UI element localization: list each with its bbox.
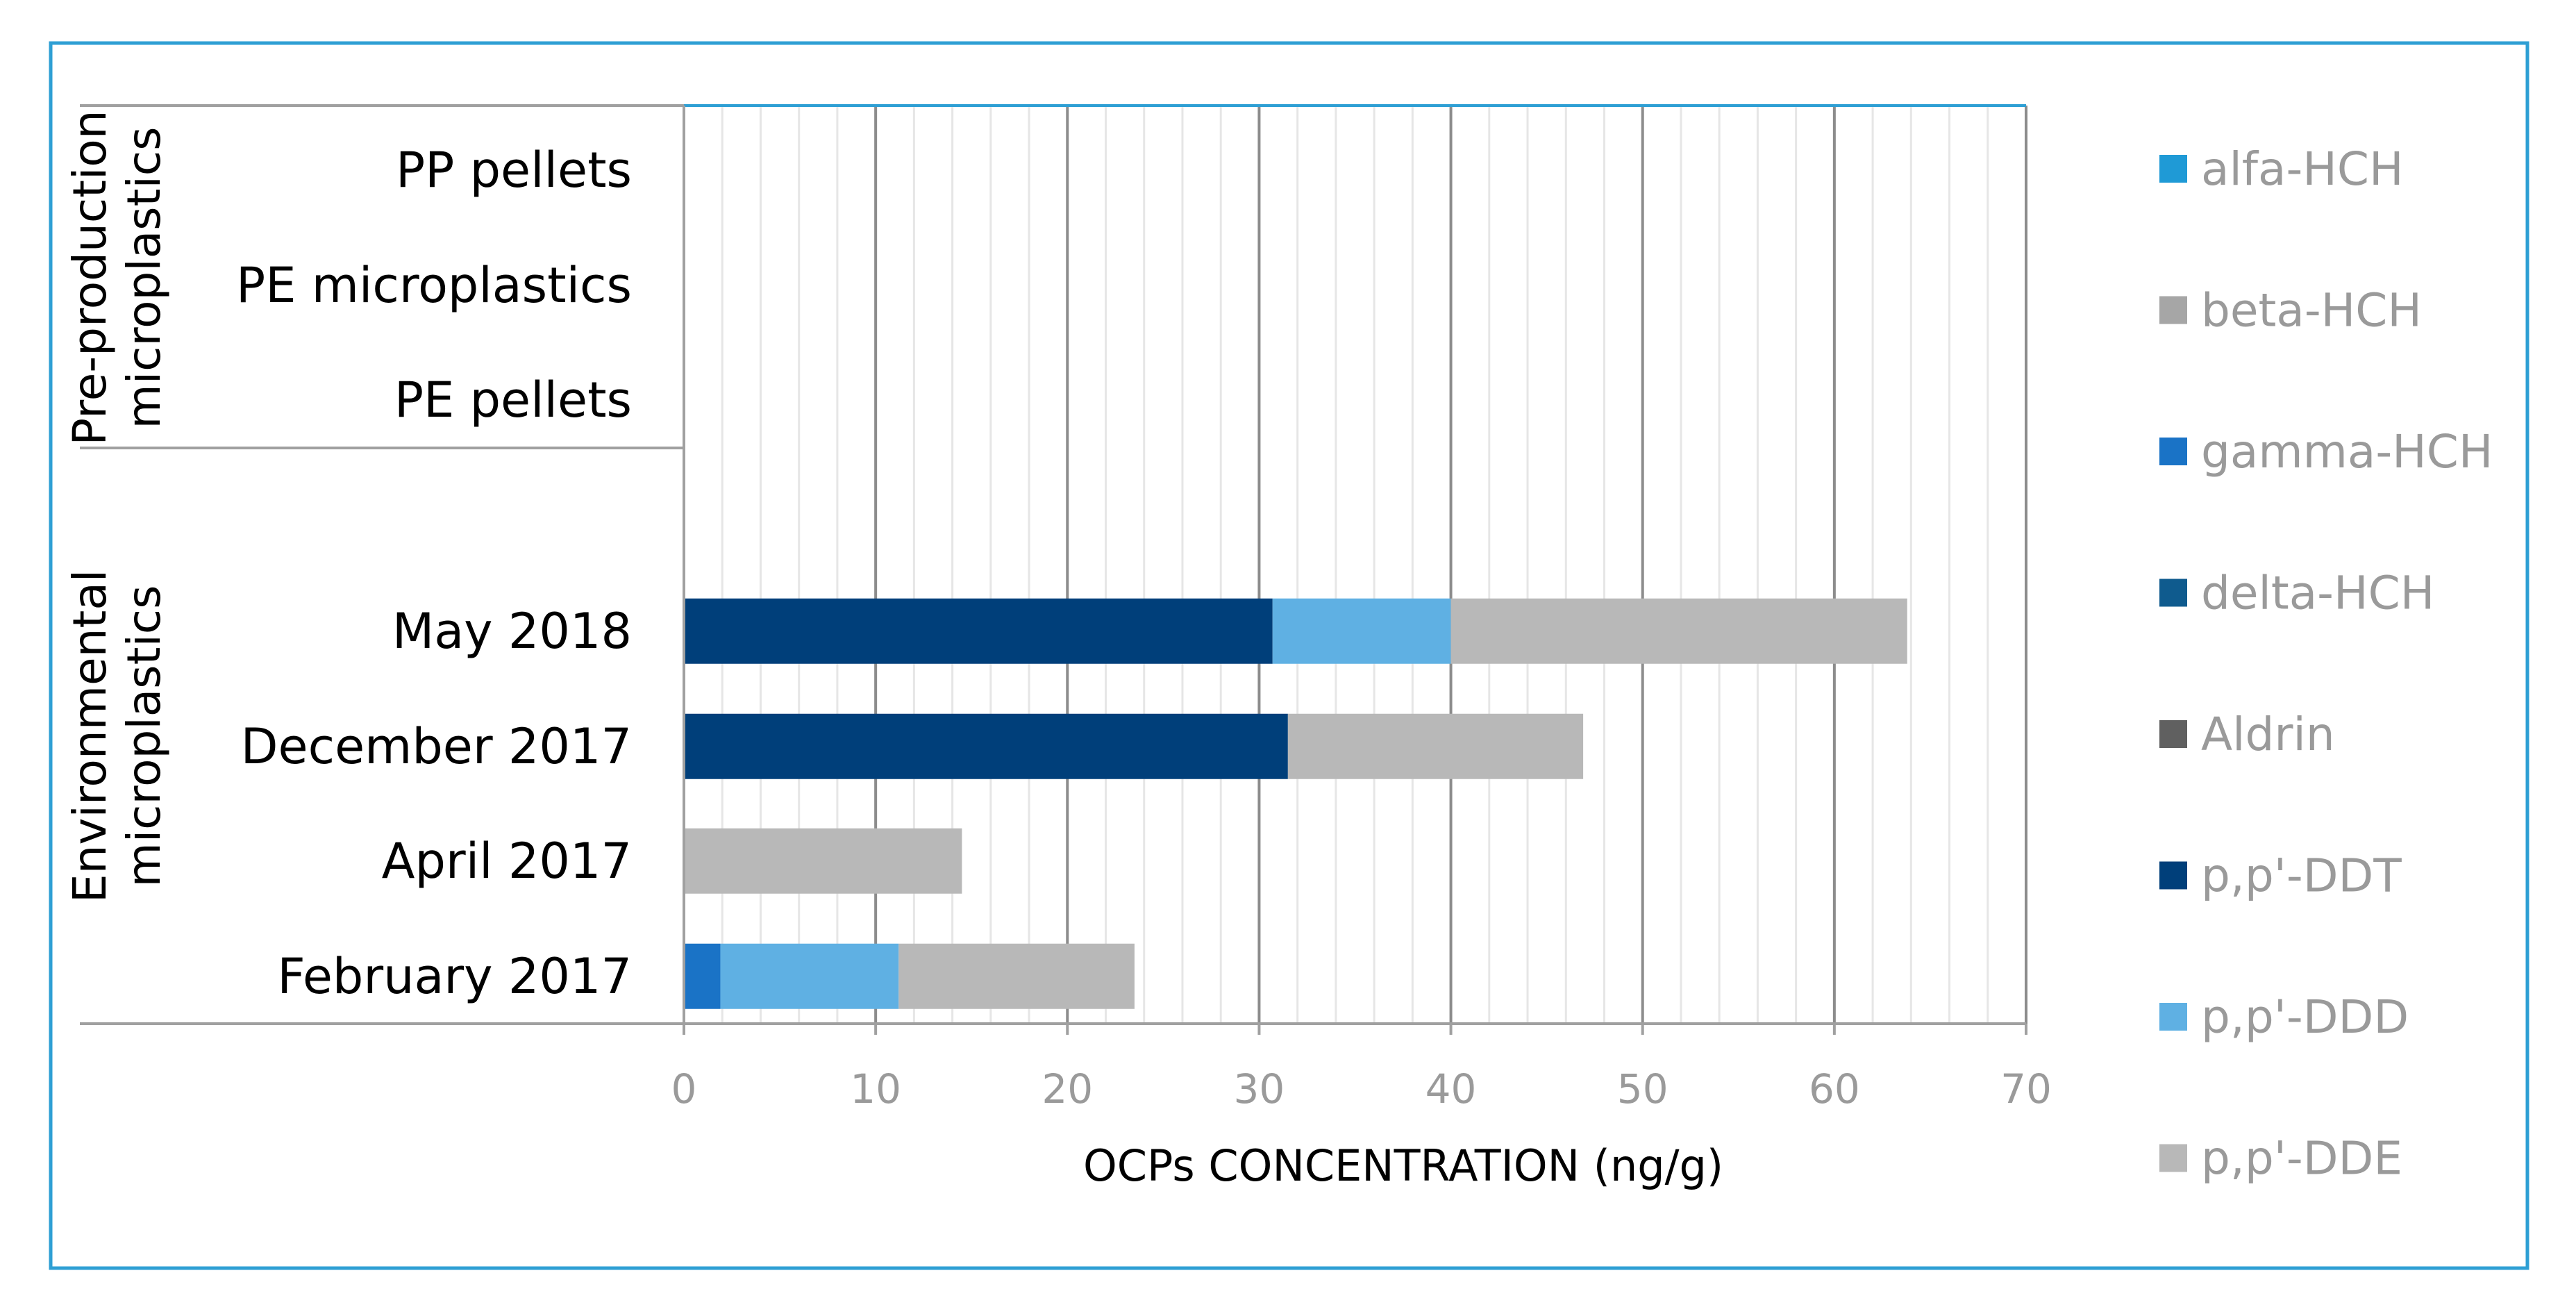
bar-december-2017-p-p-ddt xyxy=(684,713,1288,779)
bars xyxy=(684,598,1907,1009)
legend-label-p-p-dde: p,p'-DDE xyxy=(2201,1132,2402,1185)
bar-may-2018-p-p-ddt xyxy=(684,598,1273,664)
x-tick-label: 10 xyxy=(850,1065,901,1113)
legend-swatch-beta-hch xyxy=(2159,296,2187,324)
legend-swatch-p-p-ddt xyxy=(2159,861,2187,890)
x-tick-label: 20 xyxy=(1042,1065,1093,1113)
legend-swatch-aldrin xyxy=(2159,720,2187,748)
legend-swatch-gamma-hch xyxy=(2159,438,2187,465)
x-tick-label: 0 xyxy=(671,1065,697,1113)
bar-may-2018-p-p-ddd xyxy=(1272,598,1451,664)
legend-label-delta-hch: delta-HCH xyxy=(2201,567,2434,620)
x-tick-label: 70 xyxy=(2000,1065,2052,1113)
legend-swatch-p-p-dde xyxy=(2159,1144,2187,1172)
bar-may-2018-p-p-dde xyxy=(1450,598,1907,664)
bar-december-2017-p-p-dde xyxy=(1287,713,1584,779)
x-axis-title: OCPs CONCENTRATION (ng/g) xyxy=(1083,1140,1723,1191)
category-label-april-2017: April 2017 xyxy=(382,833,632,890)
category-label-pe-pellets: PE pellets xyxy=(394,372,632,428)
category-label-pe-microplastics: PE microplastics xyxy=(236,257,632,314)
category-label-february-2017: February 2017 xyxy=(277,948,632,1005)
legend-label-alfa-hch: alfa-HCH xyxy=(2201,142,2404,196)
x-tick-label: 50 xyxy=(1617,1065,1668,1113)
legend-swatch-alfa-hch xyxy=(2159,155,2187,183)
x-tick-label: 40 xyxy=(1425,1065,1477,1113)
legend-label-p-p-ddt: p,p'-DDT xyxy=(2201,849,2402,903)
x-tick-label: 60 xyxy=(1809,1065,1860,1113)
bar-april-2017-p-p-dde xyxy=(684,828,962,894)
category-label-december-2017: December 2017 xyxy=(241,718,632,775)
bar-february-2017-p-p-dde xyxy=(898,943,1135,1009)
bar-february-2017-p-p-ddd xyxy=(720,943,899,1009)
category-label-pp-pellets: PP pellets xyxy=(396,142,632,199)
legend-label-p-p-ddd: p,p'-DDD xyxy=(2201,990,2409,1044)
group-label-environmental-microplastics: Environmentalmicroplastics xyxy=(63,569,171,903)
x-tick-label: 30 xyxy=(1234,1065,1285,1113)
legend-swatch-delta-hch xyxy=(2159,579,2187,607)
legend-label-beta-hch: beta-HCH xyxy=(2201,284,2422,338)
group-label-pre-production-microplastics: Pre-productionmicroplastics xyxy=(63,110,171,445)
legend: alfa-HCH beta-HCH gamma-HCH delta-HCH Aldrin… xyxy=(2159,142,2493,1185)
axes: 0 10 20 30 40 50 60 70 xyxy=(80,104,2052,1113)
category-label-may-2018: May 2018 xyxy=(392,603,632,660)
category-labels: PP pellets PE microplastics PE pellets May … xyxy=(63,110,632,1004)
legend-label-gamma-hch: gamma-HCH xyxy=(2201,425,2493,479)
bar-february-2017-gamma-hch xyxy=(684,943,721,1009)
legend-label-aldrin: Aldrin xyxy=(2201,708,2335,761)
legend-swatch-p-p-ddd xyxy=(2159,1003,2187,1031)
